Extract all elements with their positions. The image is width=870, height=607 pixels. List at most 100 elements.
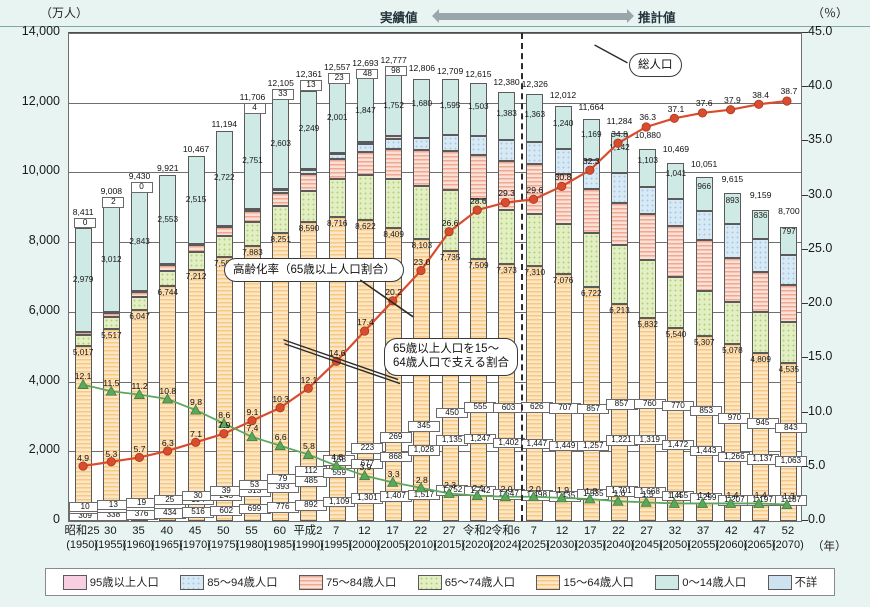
bar-total-label: 11,664	[578, 102, 605, 113]
bar-label-age-75-84: 1,472	[661, 439, 694, 451]
bar-column	[131, 192, 149, 521]
y-axis-right-tickmark	[802, 86, 808, 88]
bar-label-age-0-14: 1,103	[637, 155, 658, 165]
bar-segment-age-85-94	[752, 239, 770, 273]
bar-segment-age-75-84	[723, 257, 741, 302]
x-axis: 昭和25 (1950) 30 (1955) 35 (1960) 40 (1965) 45 (197…	[65, 524, 804, 566]
bar-label-age-75-84: 1,443	[690, 445, 723, 457]
bar-segment-age-15-64	[74, 346, 92, 521]
aging-rate-label: 37.9	[724, 94, 741, 105]
bar-segment-age-85-94	[723, 224, 741, 258]
bar-label-age-15-64: 6,047	[129, 312, 150, 322]
bar-column	[498, 89, 516, 521]
aging-rate-label: 26.6	[441, 217, 459, 228]
y-axis-right-tickmark	[802, 194, 808, 196]
bar-label-age-15-64: 4,809	[750, 355, 771, 365]
y-axis-right-tick: 40.0	[808, 78, 833, 93]
bar-segment-age-0-14	[639, 148, 657, 188]
bar-column	[780, 218, 798, 521]
aging-rate-label: 14.6	[328, 347, 346, 358]
plot-area: 8,41102,9795,01730997109,00823,0125,5173…	[68, 32, 807, 522]
bar-label-age-15-64: 5,832	[637, 319, 658, 329]
bar-label-age-0-14: 2,722	[214, 173, 235, 183]
legend-item-s-1564: 15～64歳人口	[536, 574, 634, 590]
x-axis-tick: 45 (1970)	[176, 524, 214, 552]
bar-segment-age-65-74	[554, 224, 572, 275]
support-ratio-point	[274, 439, 286, 451]
bar-column	[639, 142, 657, 521]
x-axis-tick: 7 (2025)	[515, 524, 553, 552]
actual-period-label: 実績値	[380, 11, 418, 25]
x-axis-tick: 50 (1975)	[204, 524, 242, 552]
bar-label-age-0-14: 1,041	[665, 169, 687, 179]
bar-segment-age-75-84	[244, 210, 261, 222]
gridline	[69, 33, 801, 34]
bar-segment-age-75-84	[667, 225, 685, 278]
y-axis-left-tick: 6,000	[28, 302, 60, 317]
bar-column	[244, 113, 261, 521]
x-axis-year-label: (1980)	[235, 539, 268, 551]
bar-label-age-15-64: 8,251	[270, 235, 291, 245]
bar-segment-age-65-74	[526, 214, 544, 267]
x-axis-era-label: 52	[781, 525, 795, 537]
callout-support-ratio-line2: 64歳人口で支える割合	[393, 356, 509, 369]
x-axis-era-label: 32	[668, 525, 682, 537]
x-axis-tick: 22 (2010)	[402, 524, 440, 552]
bar-segment-age-15-64	[695, 336, 713, 521]
x-axis-year-label: (2015)	[433, 539, 465, 551]
bar-segment-age-75-84	[611, 202, 628, 246]
legend-item-s-unknown: 不詳	[767, 574, 817, 590]
callout-leader	[594, 44, 628, 64]
support-ratio-point	[612, 495, 624, 506]
x-axis-year-label: (1965)	[150, 539, 183, 551]
bar-label-age-0-14: 1,503	[468, 102, 489, 112]
support-ratio-label: 9.8	[190, 396, 202, 407]
aging-rate-point	[613, 138, 623, 148]
x-axis-era-label: 45	[188, 525, 202, 537]
bar-segment-age-65-74	[611, 245, 628, 305]
y-axis-left-tick: 14,000	[21, 24, 60, 38]
bar-segment-age-65-74	[356, 175, 374, 221]
legend-label: 65～74歳人口	[444, 577, 516, 589]
bar-segment-age-85-94	[526, 141, 544, 164]
bar-column	[74, 227, 92, 521]
support-ratio-point	[753, 497, 765, 508]
aging-rate-label: 5.7	[133, 444, 146, 455]
bar-segment-age-15-64	[187, 269, 205, 521]
bar-total-label: 12,693	[352, 57, 379, 68]
x-axis-tick: 令和6 (2024)	[487, 524, 525, 552]
bar-segment-age-0-14	[187, 156, 205, 244]
legend-swatch-icon	[180, 574, 205, 590]
support-ratio-label: 1.4	[726, 490, 739, 501]
bar-total-label: 10,051	[691, 158, 718, 169]
y-axis-left-tick: 8,000	[28, 233, 60, 248]
bar-segment-age-75-84	[74, 331, 92, 336]
bar-segment-age-75-84	[102, 312, 120, 317]
bar-segment-age-0-14	[723, 192, 741, 224]
support-ratio-point	[499, 490, 512, 502]
bar-total-label: 12,709	[436, 66, 464, 76]
x-axis-tick: 47 (2065)	[741, 524, 779, 552]
x-axis-tick: 17 (2005)	[374, 524, 412, 552]
bar-label-age-0-14: 2,603	[270, 139, 291, 149]
y-axis-right-tickmark	[802, 357, 808, 359]
bar-segment-age-75-84	[469, 155, 487, 199]
legend-swatch-icon	[536, 574, 561, 590]
bar-label-age-15-64: 6,722	[581, 288, 602, 298]
x-axis-year-label: (1995)	[320, 539, 353, 551]
aging-rate-label: 9.1	[246, 407, 259, 418]
bar-segment-age-85-94	[554, 149, 572, 174]
legend-item-s-95: 95歳以上人口	[62, 574, 159, 590]
support-ratio-point	[668, 497, 680, 508]
support-ratio-point	[696, 497, 709, 508]
bar-total-label: 10,469	[662, 144, 690, 155]
bar-label-age-75-84: 485	[294, 476, 327, 488]
y-axis-right-tickmark	[802, 248, 808, 250]
aging-rate-label: 6.3	[161, 437, 174, 448]
bar-segment-age-85-94	[695, 210, 713, 241]
x-axis-year-label: (1960)	[122, 539, 155, 551]
x-axis-tick: 昭和25 (1950)	[63, 524, 101, 552]
support-ratio-label: 3.9	[359, 462, 372, 473]
support-ratio-point	[724, 497, 737, 508]
support-ratio-label: 1.5	[641, 489, 654, 500]
